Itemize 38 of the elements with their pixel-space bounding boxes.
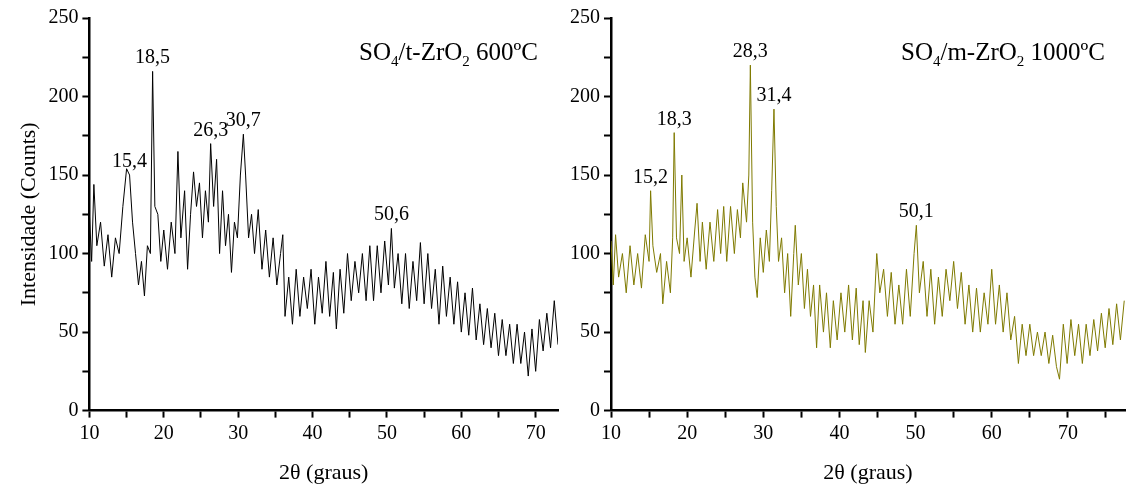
y-tick-label: 50 (580, 319, 600, 342)
x-tick-label: 50 (905, 420, 926, 443)
y-tick-label: 50 (58, 319, 79, 342)
annotation: 50,1 (898, 199, 934, 222)
annotation: 18,5 (135, 45, 171, 68)
annotation: 50,6 (373, 202, 409, 225)
x-tick-label: 20 (677, 420, 698, 443)
y-tick-label: 0 (68, 397, 79, 420)
x-tick-label: 10 (79, 420, 100, 443)
x-tick-label: 30 (228, 420, 249, 443)
x-tick-label: 40 (829, 420, 850, 443)
y-tick-label: 200 (48, 83, 79, 106)
annotation: 18,3 (656, 106, 692, 129)
y-tick-label: 100 (48, 240, 79, 263)
x-tick-label: 60 (981, 420, 1002, 443)
y-tick-label: 200 (570, 83, 600, 106)
y-tick-label: 150 (570, 162, 600, 185)
annotation: 15,4 (112, 149, 148, 172)
x-tick-label: 70 (1057, 420, 1078, 443)
y-tick-label: 0 (590, 397, 600, 420)
y-tick-label: 250 (570, 5, 600, 28)
annotation: 31,4 (756, 83, 792, 106)
x-tick-label: 30 (753, 420, 774, 443)
annotation: 26,3 (193, 117, 229, 140)
x-axis-title: 2θ (graus) (279, 458, 369, 484)
x-tick-label: 70 (525, 420, 546, 443)
y-tick-label: 150 (48, 162, 79, 185)
x-tick-label: 60 (451, 420, 472, 443)
x-tick-label: 50 (376, 420, 397, 443)
y-axis-title: Intensidade (Counts) (14, 122, 40, 307)
x-tick-label: 10 (601, 420, 621, 443)
y-tick-label: 100 (570, 240, 600, 263)
annotation: 28,3 (732, 39, 768, 62)
annotation: 15,2 (633, 164, 669, 187)
x-axis-title: 2θ (graus) (823, 458, 913, 484)
x-tick-label: 40 (302, 420, 323, 443)
x-tick-label: 20 (153, 420, 174, 443)
y-tick-label: 250 (48, 5, 79, 28)
